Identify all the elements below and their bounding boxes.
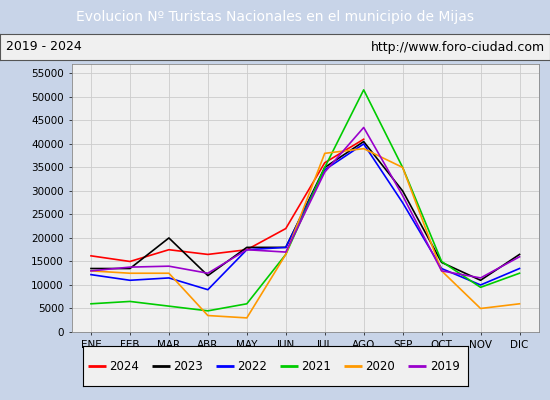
- Text: 2019 - 2024: 2019 - 2024: [6, 40, 81, 54]
- Text: 2019: 2019: [430, 360, 459, 372]
- Text: Evolucion Nº Turistas Nacionales en el municipio de Mijas: Evolucion Nº Turistas Nacionales en el m…: [76, 10, 474, 24]
- Text: 2022: 2022: [237, 360, 267, 372]
- Text: 2024: 2024: [109, 360, 139, 372]
- Text: 2021: 2021: [301, 360, 331, 372]
- Text: 2020: 2020: [366, 360, 395, 372]
- Text: http://www.foro-ciudad.com: http://www.foro-ciudad.com: [370, 40, 544, 54]
- Text: 2023: 2023: [173, 360, 203, 372]
